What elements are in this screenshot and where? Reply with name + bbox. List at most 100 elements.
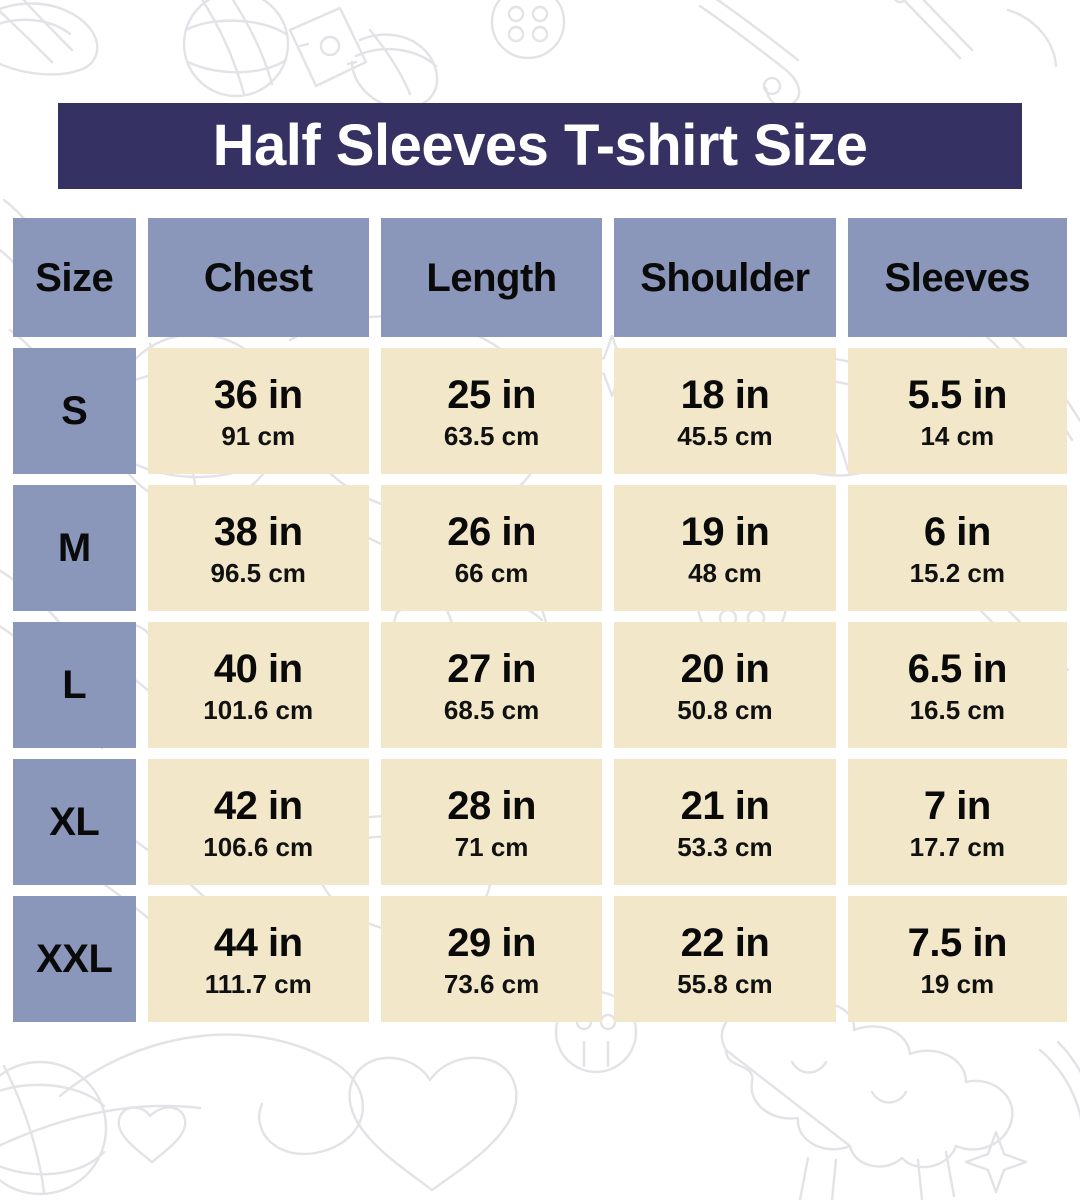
cell-length: 25 in 63.5 cm bbox=[380, 348, 603, 474]
row-size-label-cell: XL bbox=[13, 759, 136, 885]
table-row: L 40 in 101.6 cm 27 in 68.5 cm 20 in 50.… bbox=[13, 622, 1067, 748]
cell-shoulder-inches: 18 in bbox=[680, 373, 770, 418]
cell-chest-inches: 44 in bbox=[213, 921, 303, 966]
cell-shoulder: 18 in 45.5 cm bbox=[614, 348, 836, 474]
cell-chest-cm: 96.5 cm bbox=[210, 558, 306, 589]
cell-shoulder: 21 in 53.3 cm bbox=[614, 759, 836, 885]
heart-icon bbox=[117, 1106, 187, 1164]
cell-shoulder-inches: 20 in bbox=[680, 647, 770, 692]
cell-shoulder-cm: 50.8 cm bbox=[677, 695, 773, 726]
safety-pin-icon bbox=[698, 0, 801, 109]
cell-shoulder-inches: 22 in bbox=[680, 921, 770, 966]
cell-chest: 36 in 91 cm bbox=[147, 348, 369, 474]
table-row: S 36 in 91 cm 25 in 63.5 cm 18 in 45.5 c… bbox=[13, 348, 1067, 474]
table-header-row: Size Chest Length Shoulder Sleeves bbox=[13, 218, 1067, 337]
row-size-label-cell: M bbox=[13, 485, 136, 611]
heart-icon bbox=[348, 1056, 518, 1192]
cell-sleeves-inches: 6.5 in bbox=[907, 647, 1008, 692]
cell-shoulder: 22 in 55.8 cm bbox=[614, 896, 836, 1022]
column-header-length-label: Length bbox=[426, 255, 557, 300]
row-size-label: XL bbox=[49, 800, 100, 844]
cell-sleeves: 6 in 15.2 cm bbox=[847, 485, 1067, 611]
cell-length-inches: 28 in bbox=[447, 784, 536, 829]
column-header-size: Size bbox=[13, 218, 136, 337]
column-header-size-label: Size bbox=[35, 255, 114, 300]
cell-shoulder-cm: 48 cm bbox=[688, 558, 762, 589]
cell-chest-inches: 38 in bbox=[213, 510, 303, 555]
knitting-needles-icon bbox=[1038, 1040, 1080, 1120]
cell-chest-cm: 91 cm bbox=[221, 421, 296, 452]
cell-shoulder-cm: 55.8 cm bbox=[677, 969, 773, 1000]
cell-chest-cm: 101.6 cm bbox=[203, 695, 314, 726]
cell-length: 28 in 71 cm bbox=[380, 759, 603, 885]
cell-chest-cm: 106.6 cm bbox=[203, 832, 314, 863]
row-size-label-cell: L bbox=[13, 622, 136, 748]
table-row: XL 42 in 106.6 cm 28 in 71 cm 21 in 53.3… bbox=[13, 759, 1067, 885]
tag-icon bbox=[288, 6, 368, 88]
table-row: M 38 in 96.5 cm 26 in 66 cm 19 in 48 cm … bbox=[13, 485, 1067, 611]
row-size-label: S bbox=[61, 389, 88, 433]
size-chart-table: Size Chest Length Shoulder Sleeves S 36 … bbox=[13, 218, 1067, 1022]
thread-curve bbox=[0, 1033, 365, 1155]
cell-shoulder: 20 in 50.8 cm bbox=[614, 622, 836, 748]
cell-sleeves-cm: 19 cm bbox=[920, 969, 995, 1000]
column-header-shoulder: Shoulder bbox=[614, 218, 836, 337]
cell-length: 26 in 66 cm bbox=[380, 485, 603, 611]
page-title: Half Sleeves T-shirt Size bbox=[212, 113, 868, 178]
cell-length-cm: 63.5 cm bbox=[443, 421, 540, 452]
yarn-skein-icon bbox=[0, 0, 99, 76]
column-header-sleeves-label: Sleeves bbox=[884, 255, 1031, 300]
cell-sleeves-inches: 6 in bbox=[923, 510, 991, 555]
sparkle-icon bbox=[964, 1130, 1028, 1194]
cell-length-cm: 68.5 cm bbox=[443, 695, 540, 726]
cell-sleeves-inches: 5.5 in bbox=[907, 373, 1008, 418]
row-size-label: XXL bbox=[36, 937, 113, 981]
sheep-icon bbox=[720, 994, 1014, 1200]
cell-length-inches: 25 in bbox=[447, 373, 536, 418]
yarn-ball-icon bbox=[0, 1060, 108, 1196]
cell-sleeves: 7 in 17.7 cm bbox=[847, 759, 1067, 885]
column-header-chest-label: Chest bbox=[203, 255, 313, 300]
cell-sleeves-inches: 7 in bbox=[923, 784, 991, 829]
cell-chest: 44 in 111.7 cm bbox=[147, 896, 369, 1022]
cell-length-cm: 73.6 cm bbox=[443, 969, 540, 1000]
row-size-label: L bbox=[62, 663, 87, 707]
column-header-shoulder-label: Shoulder bbox=[640, 255, 810, 300]
cell-chest: 40 in 101.6 cm bbox=[147, 622, 369, 748]
cell-length: 29 in 73.6 cm bbox=[380, 896, 603, 1022]
cell-shoulder-cm: 45.5 cm bbox=[677, 421, 773, 452]
cell-shoulder-inches: 19 in bbox=[680, 510, 770, 555]
cell-sleeves-cm: 14 cm bbox=[920, 421, 995, 452]
cell-length-cm: 66 cm bbox=[454, 558, 529, 589]
cell-length-cm: 71 cm bbox=[454, 832, 529, 863]
table-row: XXL 44 in 111.7 cm 29 in 73.6 cm 22 in 5… bbox=[13, 896, 1067, 1022]
cell-chest-inches: 42 in bbox=[213, 784, 303, 829]
row-size-label-cell: S bbox=[13, 348, 136, 474]
cell-length-inches: 29 in bbox=[447, 921, 536, 966]
cell-sleeves-inches: 7.5 in bbox=[907, 921, 1008, 966]
button-icon bbox=[490, 0, 566, 60]
row-size-label: M bbox=[57, 526, 91, 570]
cell-shoulder: 19 in 48 cm bbox=[614, 485, 836, 611]
cell-sleeves-cm: 15.2 cm bbox=[909, 558, 1005, 589]
cell-shoulder-inches: 21 in bbox=[680, 784, 770, 829]
title-banner: Half Sleeves T-shirt Size bbox=[58, 103, 1022, 189]
cell-sleeves-cm: 17.7 cm bbox=[909, 832, 1005, 863]
column-header-length: Length bbox=[380, 218, 603, 337]
cell-shoulder-cm: 53.3 cm bbox=[677, 832, 773, 863]
column-header-sleeves: Sleeves bbox=[847, 218, 1067, 337]
cell-chest: 42 in 106.6 cm bbox=[147, 759, 369, 885]
cell-sleeves: 6.5 in 16.5 cm bbox=[847, 622, 1067, 748]
knitting-needles-icon bbox=[894, 0, 1058, 68]
cell-chest: 38 in 96.5 cm bbox=[147, 485, 369, 611]
cell-sleeves: 5.5 in 14 cm bbox=[847, 348, 1067, 474]
cell-length-inches: 26 in bbox=[447, 510, 536, 555]
cell-chest-inches: 36 in bbox=[213, 373, 303, 418]
cell-length-inches: 27 in bbox=[447, 647, 536, 692]
cell-length: 27 in 68.5 cm bbox=[380, 622, 603, 748]
cell-chest-inches: 40 in bbox=[213, 647, 303, 692]
column-header-chest: Chest bbox=[147, 218, 369, 337]
cell-sleeves: 7.5 in 19 cm bbox=[847, 896, 1067, 1022]
yarn-ball-icon bbox=[182, 0, 290, 98]
